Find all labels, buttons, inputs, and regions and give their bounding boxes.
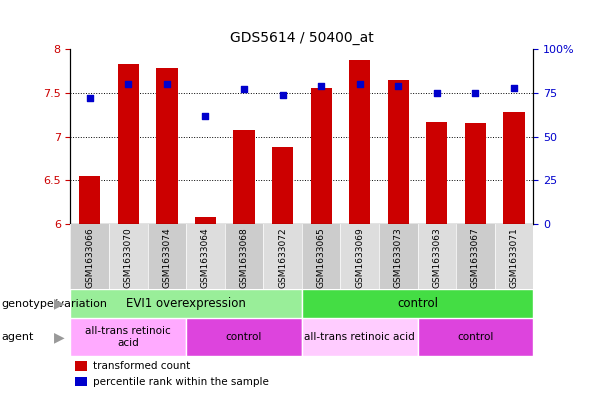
Point: [278, 92, 287, 98]
Bar: [148, 224, 186, 289]
Bar: [302, 289, 533, 318]
Bar: [75, 361, 86, 371]
Bar: [417, 318, 533, 356]
Bar: [70, 289, 302, 318]
Text: GSM1633071: GSM1633071: [509, 227, 519, 288]
Text: GSM1633074: GSM1633074: [162, 227, 172, 288]
Bar: [70, 318, 186, 356]
Bar: [379, 224, 417, 289]
Title: GDS5614 / 50400_at: GDS5614 / 50400_at: [230, 31, 374, 45]
Bar: [186, 224, 225, 289]
Bar: [234, 130, 254, 224]
Bar: [156, 68, 178, 224]
Text: agent: agent: [1, 332, 34, 342]
Point: [355, 81, 365, 87]
Text: transformed count: transformed count: [93, 361, 190, 371]
Bar: [349, 60, 370, 224]
Text: percentile rank within the sample: percentile rank within the sample: [93, 377, 268, 387]
Bar: [311, 88, 332, 224]
Bar: [195, 217, 216, 224]
Bar: [75, 377, 86, 386]
Text: control: control: [397, 297, 438, 310]
Text: GSM1633072: GSM1633072: [278, 227, 287, 288]
Bar: [495, 224, 533, 289]
Point: [471, 90, 481, 96]
Text: GSM1633066: GSM1633066: [85, 227, 94, 288]
Point: [509, 84, 519, 91]
Text: ▶: ▶: [54, 297, 65, 310]
Bar: [465, 123, 486, 224]
Text: GSM1633069: GSM1633069: [356, 227, 364, 288]
Text: GSM1633073: GSM1633073: [394, 227, 403, 288]
Text: ▶: ▶: [54, 330, 65, 344]
Point: [85, 95, 94, 101]
Point: [162, 81, 172, 87]
Point: [239, 86, 249, 92]
Text: GSM1633067: GSM1633067: [471, 227, 480, 288]
Point: [394, 83, 403, 89]
Text: GSM1633068: GSM1633068: [240, 227, 248, 288]
Text: EVI1 overexpression: EVI1 overexpression: [126, 297, 246, 310]
Text: control: control: [226, 332, 262, 342]
Text: all-trans retinoic
acid: all-trans retinoic acid: [85, 326, 171, 348]
Bar: [456, 224, 495, 289]
Text: GSM1633070: GSM1633070: [124, 227, 133, 288]
Bar: [503, 112, 525, 224]
Bar: [264, 224, 302, 289]
Text: genotype/variation: genotype/variation: [1, 299, 107, 309]
Bar: [302, 318, 417, 356]
Text: all-trans retinoic acid: all-trans retinoic acid: [305, 332, 415, 342]
Point: [432, 90, 442, 96]
Bar: [387, 80, 409, 224]
Text: GSM1633063: GSM1633063: [432, 227, 441, 288]
Point: [316, 83, 326, 89]
Bar: [109, 224, 148, 289]
Bar: [186, 318, 302, 356]
Bar: [79, 176, 101, 224]
Bar: [340, 224, 379, 289]
Text: control: control: [457, 332, 493, 342]
Bar: [225, 224, 264, 289]
Bar: [417, 224, 456, 289]
Bar: [118, 64, 139, 224]
Bar: [302, 224, 340, 289]
Bar: [272, 147, 293, 224]
Point: [123, 81, 133, 87]
Text: GSM1633065: GSM1633065: [317, 227, 326, 288]
Bar: [426, 122, 447, 224]
Bar: [70, 224, 109, 289]
Point: [200, 112, 210, 119]
Text: GSM1633064: GSM1633064: [201, 227, 210, 288]
